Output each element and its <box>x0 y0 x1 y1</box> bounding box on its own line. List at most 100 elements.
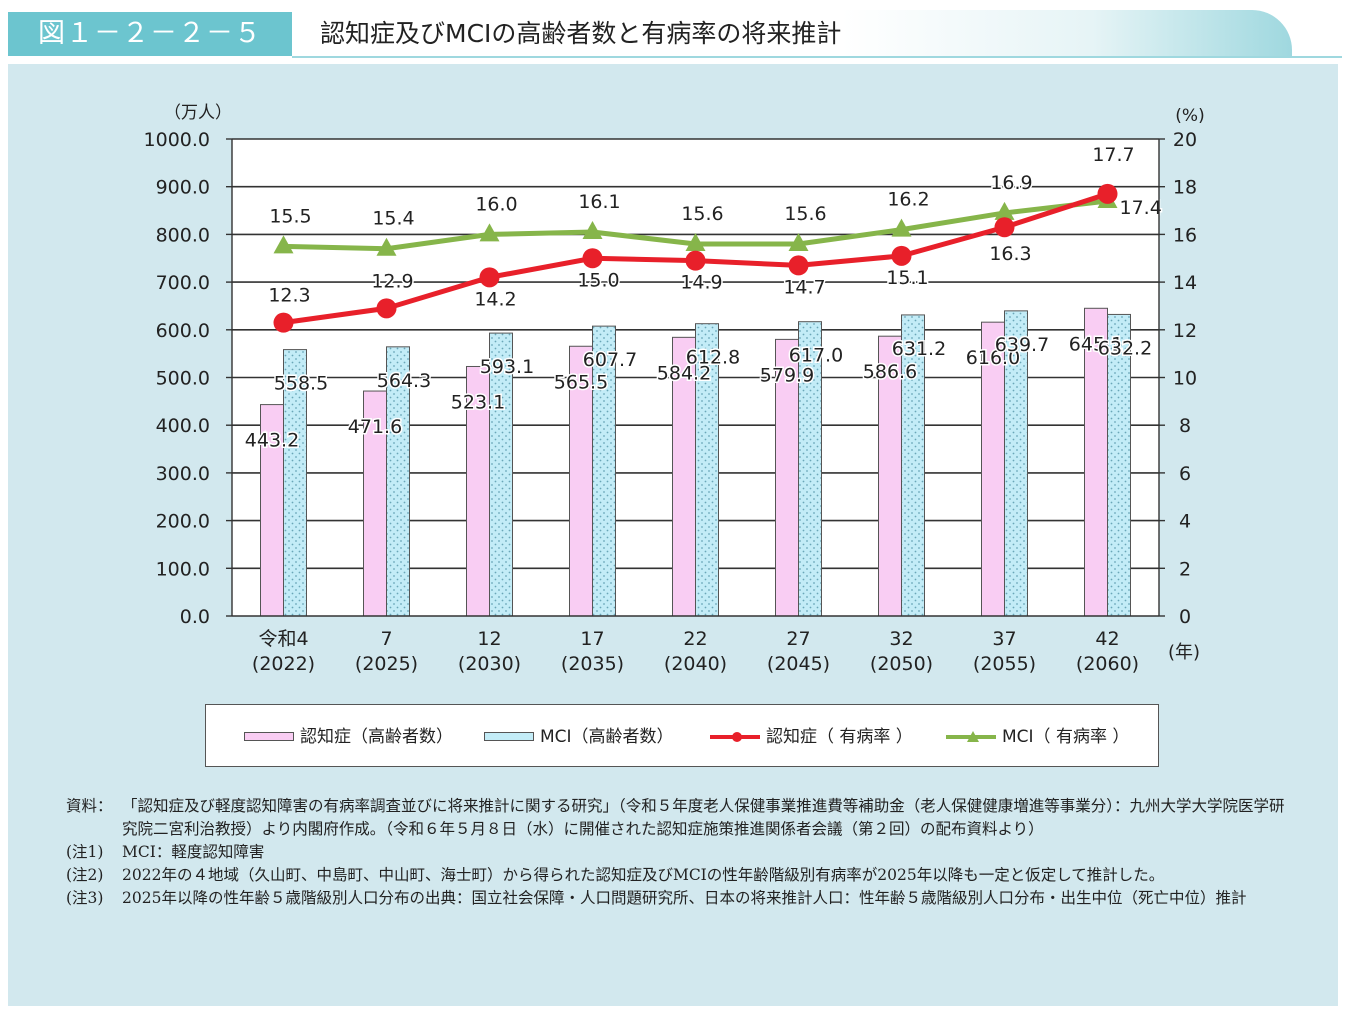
bar-label-mci-count: 617.0 <box>789 345 843 367</box>
bar-label-dementia-count: 584.2 <box>657 362 711 384</box>
left-tick-label: 400.0 <box>156 415 210 437</box>
legend: 認知症（高齢者数） MCI（高齢者数） 認知症（ 有病率 ） MCI（ 有病率 … <box>205 704 1159 767</box>
legend-label: 認知症（ 有病率 ） <box>766 727 913 747</box>
marker-dementia-rate <box>1097 183 1118 204</box>
category-label-bottom: (2050) <box>870 653 933 675</box>
source-tag: 資料： <box>66 797 113 815</box>
marker-dementia-rate <box>788 255 809 276</box>
marker-mci-rate <box>788 232 809 251</box>
line-label-mci-rate: 16.0 <box>475 193 517 215</box>
category-label-bottom: (2035) <box>561 653 624 675</box>
category-label-bottom: (2040) <box>664 653 727 675</box>
category-label-top: 37 <box>992 628 1016 650</box>
source-note: 資料： 「認知症及び軽度認知障害の有病率調査並びに将来推計に関する研究」（令和５… <box>66 795 1291 841</box>
line-label-dementia-rate: 16.3 <box>989 243 1031 265</box>
left-tick-label: 600.0 <box>156 320 210 342</box>
left-tick-label: 1000.0 <box>144 129 210 151</box>
marker-dementia-rate <box>994 217 1015 238</box>
line-label-dementia-rate: 15.1 <box>886 267 928 289</box>
category-label-top: 令和4 <box>258 628 308 650</box>
bar-label-mci-count: 632.2 <box>1098 337 1152 359</box>
category-label-top: 12 <box>477 628 501 650</box>
bar-label-dementia-count: 586.6 <box>863 361 917 383</box>
marker-mci-rate <box>685 232 706 251</box>
line-label-mci-rate: 16.2 <box>887 189 929 211</box>
bar-label-mci-count: 593.1 <box>480 356 534 378</box>
left-axis-unit: （万人） <box>164 103 232 123</box>
marker-mci-rate <box>273 235 294 254</box>
bar-mci-count <box>1107 313 1131 617</box>
right-tick-label: 0 <box>1179 606 1191 628</box>
legend-swatch-red-line <box>710 732 760 742</box>
bar-label-dementia-count: 579.9 <box>760 364 814 386</box>
marker-dementia-rate <box>273 312 294 333</box>
left-tick-label: 300.0 <box>156 463 210 485</box>
bar-label-mci-count: 607.7 <box>583 349 637 371</box>
right-tick-label: 12 <box>1173 320 1197 342</box>
legend-swatch-blue-bar <box>484 732 534 741</box>
marker-mci-rate <box>891 218 912 237</box>
x-axis-unit: (年) <box>1168 642 1200 663</box>
note-text: MCI：軽度認知障害 <box>122 843 265 861</box>
left-tick-label: 800.0 <box>156 224 210 246</box>
category-label-top: 22 <box>683 628 707 650</box>
marker-dementia-rate <box>376 298 397 319</box>
line-label-dementia-rate: 17.7 <box>1092 144 1134 166</box>
left-tick-label: 900.0 <box>156 177 210 199</box>
marker-mci-rate <box>479 223 500 242</box>
line-label-dementia-rate: 14.9 <box>680 272 722 294</box>
left-tick-label: 100.0 <box>156 558 210 580</box>
notes: 資料： 「認知症及び軽度認知障害の有病率調査並びに将来推計に関する研究」（令和５… <box>66 795 1291 910</box>
category-label-top: 17 <box>580 628 604 650</box>
line-label-dementia-rate: 14.2 <box>474 288 516 310</box>
line-label-mci-rate: 15.5 <box>269 205 311 227</box>
header-underline <box>292 56 1342 58</box>
note-tag: (注1) <box>66 843 104 861</box>
left-tick-label: 200.0 <box>156 511 210 533</box>
bar-label-mci-count: 639.7 <box>995 334 1049 356</box>
bar-label-dementia-count: 523.1 <box>451 391 505 413</box>
note-item: (注1) MCI：軽度認知障害 <box>66 841 1291 864</box>
legend-label: MCI（ 有病率 ） <box>1002 727 1130 747</box>
category-label-bottom: (2025) <box>355 653 418 675</box>
note-item: (注3) 2025年以降の性年齢５歳階級別人口分布の出典：国立社会保障・人口問題… <box>66 887 1291 910</box>
note-text: 2025年以降の性年齢５歳階級別人口分布の出典：国立社会保障・人口問題研究所、日… <box>122 889 1247 907</box>
category-label-top: 27 <box>786 628 810 650</box>
line-label-dementia-rate: 12.9 <box>371 270 413 292</box>
right-axis-unit: (%) <box>1175 106 1204 126</box>
category-label-bottom: (2055) <box>973 653 1036 675</box>
right-tick-label: 18 <box>1173 177 1197 199</box>
bar-label-mci-count: 612.8 <box>686 347 740 369</box>
line-label-dementia-rate: 15.0 <box>577 269 619 291</box>
figure-label: 図１－２－２－５ <box>8 12 292 56</box>
line-label-mci-rate: 16.1 <box>578 191 620 213</box>
header-band <box>292 10 1292 58</box>
note-text: 2022年の４地域（久山町、中島町、中山町、海士町）から得られた認知症及びMCI… <box>122 866 1165 884</box>
line-label-dementia-rate: 14.7 <box>783 276 825 298</box>
marker-dementia-rate <box>582 248 603 269</box>
right-tick-label: 14 <box>1173 272 1197 294</box>
marker-dementia-rate <box>891 245 912 266</box>
legend-label: MCI（高齢者数） <box>540 727 674 747</box>
bar-label-dementia-count: 443.2 <box>245 430 299 452</box>
bar-label-dementia-count: 565.5 <box>554 371 608 393</box>
left-tick-label: 0.0 <box>180 606 210 628</box>
marker-mci-rate <box>582 221 603 240</box>
left-tick-label: 500.0 <box>156 368 210 390</box>
figure-title: 認知症及びMCIの高齢者数と有病率の将来推計 <box>320 19 842 48</box>
bar-label-dementia-count: 645.1 <box>1069 333 1123 355</box>
left-tick-label: 700.0 <box>156 272 210 294</box>
right-tick-label: 6 <box>1179 463 1191 485</box>
right-tick-label: 2 <box>1179 558 1191 580</box>
marker-dementia-rate <box>479 267 500 288</box>
line-label-dementia-rate: 12.3 <box>268 285 310 307</box>
category-label-bottom: (2022) <box>252 653 315 675</box>
category-label-top: 7 <box>380 628 392 650</box>
note-tag: (注3) <box>66 889 104 907</box>
category-label-bottom: (2060) <box>1076 653 1139 675</box>
category-label-top: 32 <box>889 628 913 650</box>
right-tick-label: 10 <box>1173 368 1197 390</box>
bar-label-mci-count: 564.3 <box>377 370 431 392</box>
bar-label-mci-count: 631.2 <box>892 338 946 360</box>
